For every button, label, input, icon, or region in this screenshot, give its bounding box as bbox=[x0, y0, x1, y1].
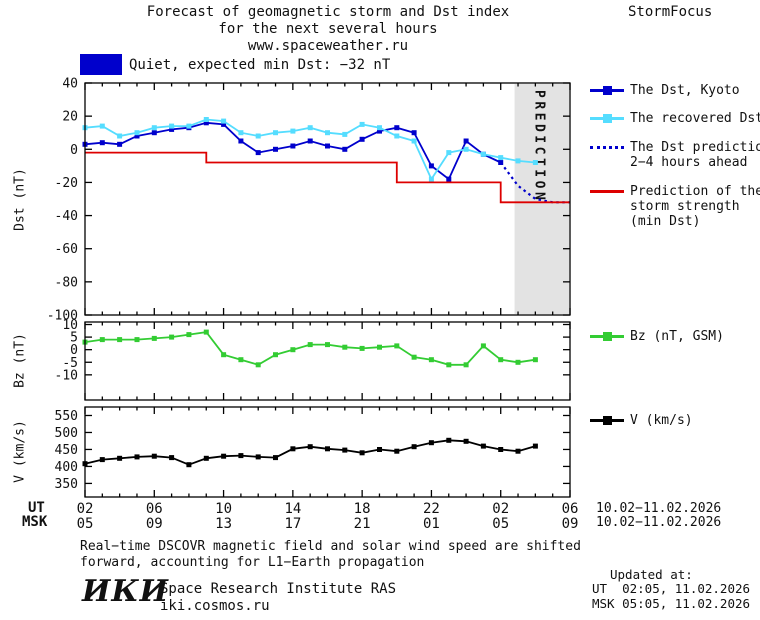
footer-note-line-1: Real−time DSCOVR magnetic field and sola… bbox=[80, 539, 581, 554]
page-title: Forecast of geomagnetic storm and Dst in… bbox=[146, 4, 510, 20]
svg-text:40: 40 bbox=[62, 77, 78, 92]
v-line bbox=[84, 439, 536, 466]
brand-label: StormFocus bbox=[628, 4, 713, 20]
storm-strength-legend-marker bbox=[590, 187, 624, 196]
dst-recovered-markers bbox=[82, 117, 538, 182]
svg-text:500: 500 bbox=[55, 426, 78, 441]
bz-markers bbox=[82, 329, 538, 368]
svg-text:0: 0 bbox=[70, 143, 78, 158]
ut-date-range: 10.02−11.02.2026 bbox=[596, 501, 722, 516]
dst-kyoto-legend-marker bbox=[590, 86, 624, 95]
svg-text:-5: -5 bbox=[62, 356, 78, 371]
quiet-status-swatch bbox=[80, 54, 122, 75]
dst-prediction-legend-label-1: The Dst prediction bbox=[630, 140, 760, 155]
recovered-dst-legend-label: The recovered Dst bbox=[630, 111, 760, 126]
legend-line-swatch bbox=[590, 190, 624, 193]
dst-kyoto-legend-label: The Dst, Kyoto bbox=[630, 83, 740, 98]
updated-ut: UT 02:05, 11.02.2026 bbox=[592, 581, 751, 596]
updated-at-label: Updated at: bbox=[610, 567, 693, 582]
dst-prediction-legend-label-2: 2−4 hours ahead bbox=[630, 155, 748, 170]
v-axis-label: V (km/s) bbox=[12, 420, 28, 483]
svg-text:05: 05 bbox=[77, 516, 94, 532]
institute-site: iki.cosmos.ru bbox=[160, 598, 270, 614]
v-axes bbox=[84, 406, 571, 498]
msk-row-label: MSK bbox=[22, 514, 48, 530]
svg-text:09: 09 bbox=[562, 516, 579, 532]
svg-text:5: 5 bbox=[70, 331, 78, 346]
svg-text:06: 06 bbox=[562, 501, 579, 517]
dst-axis-label: Dst (nT) bbox=[12, 168, 28, 231]
svg-text:550: 550 bbox=[55, 409, 78, 424]
iki-logo: ИКИ bbox=[82, 574, 169, 609]
ut-row-label: UT bbox=[28, 500, 45, 516]
svg-text:350: 350 bbox=[55, 477, 78, 492]
storm-strength-legend-label-3: (min Dst) bbox=[630, 214, 701, 229]
recovered-dst-legend-marker bbox=[590, 114, 624, 123]
svg-text:21: 21 bbox=[354, 516, 371, 532]
bz-axis-label: Bz (nT) bbox=[12, 333, 28, 388]
svg-text:-10: -10 bbox=[55, 368, 78, 383]
svg-text:0: 0 bbox=[70, 343, 78, 358]
svg-text:-60: -60 bbox=[55, 242, 78, 257]
bz-legend-marker bbox=[590, 332, 624, 341]
storm-strength-line bbox=[85, 151, 570, 204]
prediction-band-label: PREDICTION bbox=[532, 90, 547, 203]
msk-date-range: 10.02−11.02.2026 bbox=[596, 515, 722, 530]
dst-prediction-legend-marker bbox=[590, 143, 624, 152]
storm-strength-legend-label-2: storm strength bbox=[630, 199, 740, 214]
v-legend-marker bbox=[590, 416, 624, 425]
legend-dotted-line-swatch bbox=[590, 146, 624, 149]
svg-text:02: 02 bbox=[492, 501, 509, 517]
svg-text:02: 02 bbox=[77, 501, 94, 517]
svg-text:13: 13 bbox=[215, 516, 232, 532]
svg-text:10: 10 bbox=[215, 501, 232, 517]
dst-axes bbox=[84, 82, 571, 316]
site-url: www.spaceweather.ru bbox=[247, 38, 409, 54]
svg-text:-20: -20 bbox=[55, 176, 78, 191]
svg-text:18: 18 bbox=[354, 501, 371, 517]
svg-text:400: 400 bbox=[55, 460, 78, 475]
institute-name: Space Research Institute RAS bbox=[160, 581, 397, 597]
dst-panel: PREDICTION 40 20 0 -20 -40 -60 -80 -100 bbox=[47, 77, 571, 324]
v-markers bbox=[82, 437, 538, 468]
legend-square-swatch bbox=[603, 114, 612, 123]
svg-text:10: 10 bbox=[62, 318, 78, 333]
updated-msk: MSK 05:05, 11.02.2026 bbox=[592, 596, 751, 611]
legend-square-swatch bbox=[603, 332, 612, 341]
svg-text:22: 22 bbox=[423, 501, 440, 517]
page-subtitle: for the next several hours bbox=[218, 21, 438, 37]
svg-text:-100: -100 bbox=[47, 309, 78, 324]
v-legend-label: V (km/s) bbox=[630, 413, 693, 428]
svg-text:14: 14 bbox=[284, 501, 301, 517]
bz-legend-label: Bz (nT, GSM) bbox=[630, 329, 724, 344]
svg-text:01: 01 bbox=[423, 516, 440, 532]
svg-text:17: 17 bbox=[284, 516, 301, 532]
svg-text:05: 05 bbox=[492, 516, 509, 532]
quiet-status-text: Quiet, expected min Dst: −32 nT bbox=[129, 57, 391, 73]
storm-strength-legend-label-1: Prediction of the bbox=[630, 184, 760, 199]
v-panel: 550 500 450 400 350 bbox=[55, 406, 571, 498]
footer-note-line-2: forward, accounting for L1−Earth propaga… bbox=[80, 555, 425, 570]
legend-square-swatch bbox=[603, 416, 612, 425]
bz-axes bbox=[84, 321, 571, 401]
legend-square-swatch bbox=[603, 86, 612, 95]
prediction-band bbox=[514, 84, 569, 314]
svg-text:20: 20 bbox=[62, 110, 78, 125]
svg-text:450: 450 bbox=[55, 443, 78, 458]
svg-text:-80: -80 bbox=[55, 275, 78, 290]
svg-text:-40: -40 bbox=[55, 209, 78, 224]
svg-text:06: 06 bbox=[146, 501, 163, 517]
svg-text:09: 09 bbox=[146, 516, 163, 532]
